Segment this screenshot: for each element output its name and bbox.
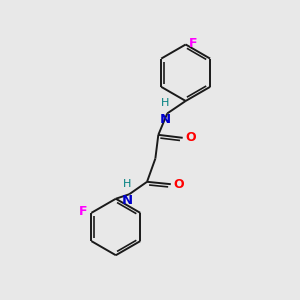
Text: O: O — [174, 178, 184, 191]
Text: H: H — [123, 179, 131, 189]
Text: N: N — [159, 113, 170, 126]
Text: F: F — [79, 205, 88, 218]
Text: F: F — [189, 38, 198, 50]
Text: H: H — [161, 98, 169, 108]
Text: O: O — [186, 131, 196, 144]
Text: N: N — [121, 194, 132, 207]
